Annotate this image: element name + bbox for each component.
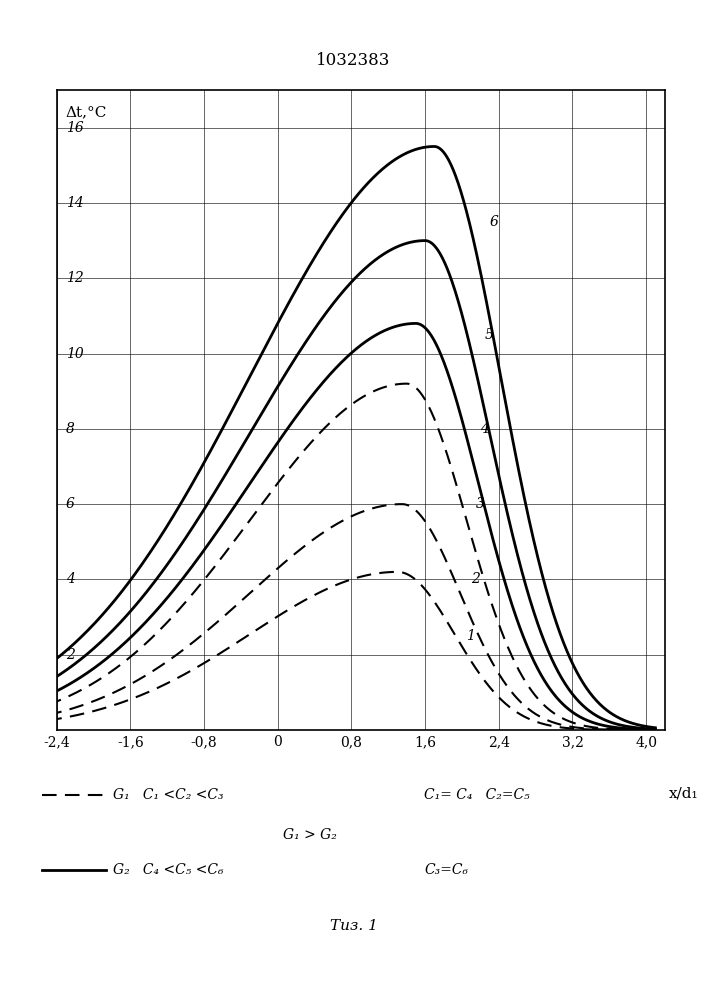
Text: 4: 4 — [480, 422, 489, 436]
Text: Τиз. 1: Τиз. 1 — [329, 919, 378, 933]
Text: 10: 10 — [66, 347, 83, 361]
Text: 16: 16 — [66, 121, 83, 135]
Text: C₃=C₆: C₃=C₆ — [424, 863, 468, 877]
Text: 5: 5 — [485, 328, 493, 342]
Text: G₁ > G₂: G₁ > G₂ — [283, 828, 337, 842]
Text: 2: 2 — [471, 572, 480, 586]
Text: 1: 1 — [467, 629, 475, 643]
Text: 8: 8 — [66, 422, 75, 436]
Text: 12: 12 — [66, 271, 83, 285]
Text: x/d₁: x/d₁ — [670, 786, 699, 800]
Text: Δt,°C: Δt,°C — [66, 105, 107, 119]
Text: 3: 3 — [476, 497, 484, 511]
Text: G₂   C₄ <C₅ <C₆: G₂ C₄ <C₅ <C₆ — [113, 863, 223, 877]
Text: 6: 6 — [66, 497, 75, 511]
Text: G₁   C₁ <C₂ <C₃: G₁ C₁ <C₂ <C₃ — [113, 788, 223, 802]
Text: 6: 6 — [489, 215, 498, 229]
Text: C₁= C₄   C₂=C₅: C₁= C₄ C₂=C₅ — [424, 788, 530, 802]
Text: 2: 2 — [66, 648, 75, 662]
Text: 4: 4 — [66, 572, 75, 586]
Text: 1032383: 1032383 — [316, 52, 391, 69]
Text: 14: 14 — [66, 196, 83, 210]
